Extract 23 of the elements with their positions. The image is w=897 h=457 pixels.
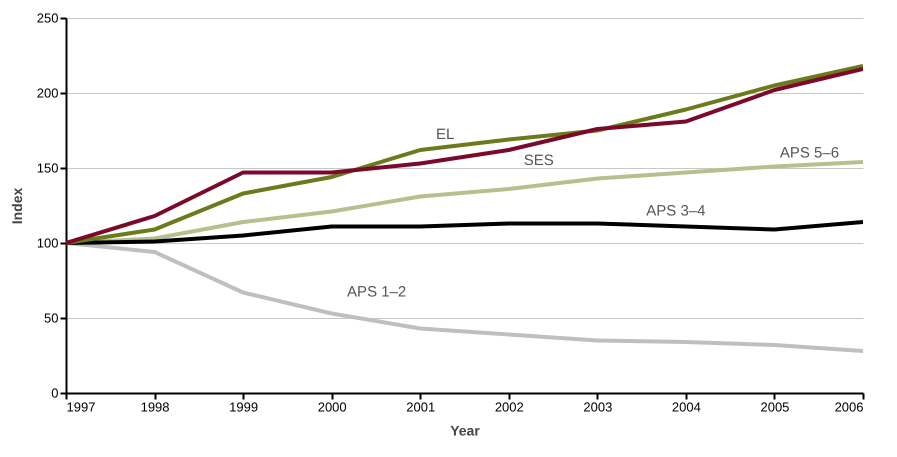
- y-tick-label: 200: [36, 86, 58, 100]
- x-tick-label: 1999: [229, 400, 258, 414]
- y-tick-label: 50: [44, 310, 58, 326]
- x-tick-label: 2001: [406, 400, 436, 414]
- y-tick-label: 150: [36, 160, 58, 176]
- x-tick-label: 1998: [140, 400, 170, 414]
- series-label: APS 1–2: [347, 284, 406, 300]
- x-tick-label: 2004: [672, 400, 701, 414]
- x-tick-label: 2002: [494, 400, 524, 414]
- series-label: EL: [436, 126, 454, 143]
- series-label: APS 5–6: [780, 144, 840, 162]
- x-tick-label: 2006: [834, 400, 864, 414]
- series-label: SES: [524, 152, 554, 169]
- x-tick-label: 2005: [760, 400, 790, 414]
- y-tick-label: 250: [36, 10, 58, 26]
- x-tick-label: 2000: [318, 400, 347, 414]
- y-axis-title: Index: [8, 188, 25, 224]
- series-label: APS 3–4: [646, 202, 706, 220]
- x-axis-title: Year: [450, 422, 480, 438]
- x-tick-label: 2003: [583, 400, 612, 414]
- x-tick-label: 1997: [66, 400, 96, 414]
- y-tick-label: 0: [51, 386, 58, 400]
- y-tick-label: 100: [36, 236, 58, 250]
